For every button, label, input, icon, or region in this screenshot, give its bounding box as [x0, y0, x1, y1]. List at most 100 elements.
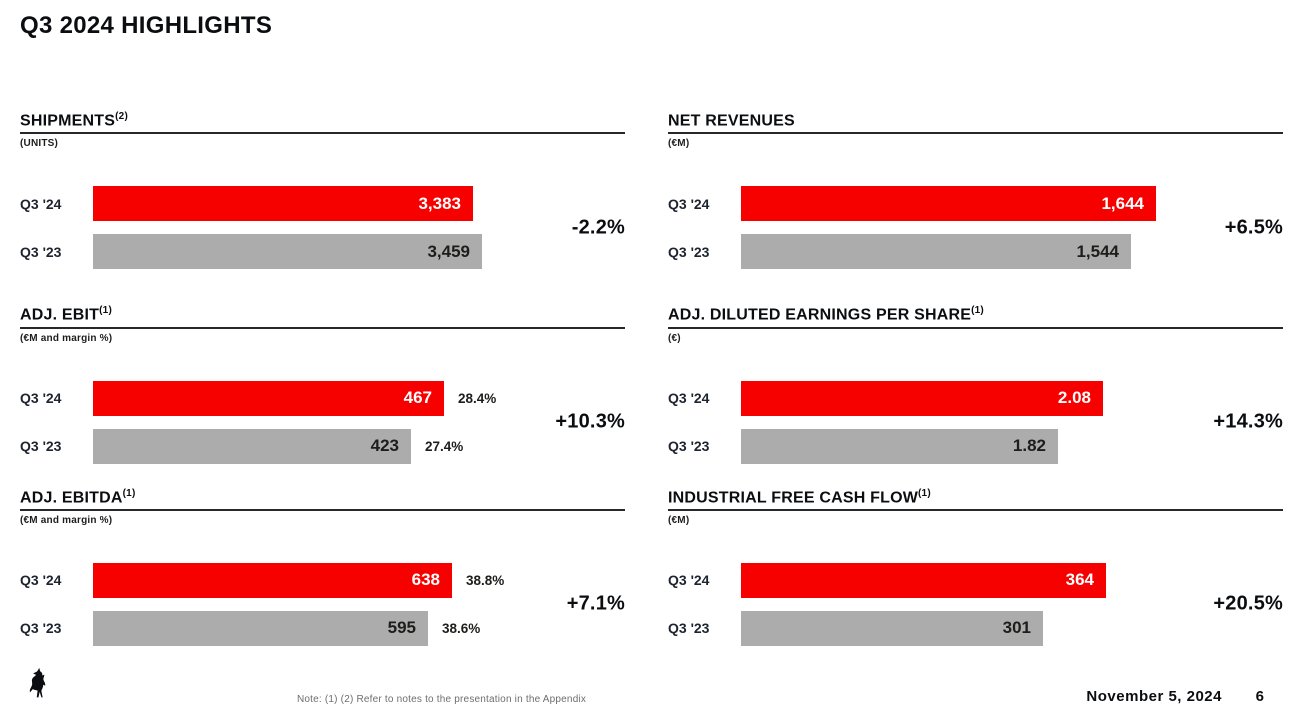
panel-row-1: SHIPMENTS(2) (UNITS) Q3 '24 3,383 Q3 '23…: [20, 108, 1283, 270]
panel-title-text: SHIPMENTS: [20, 112, 116, 130]
bar-current-year: 467: [93, 380, 444, 416]
bar-value-label: 1.82: [1012, 436, 1046, 456]
bar-chart: Q3 '24 3,383 Q3 '23 3,459 -2.2%: [20, 186, 625, 270]
footnote: Note: (1) (2) Refer to notes to the pres…: [297, 694, 587, 705]
bar-value-label: 1,644: [1101, 193, 1144, 213]
bar-margin-label: 38.8%: [466, 572, 505, 588]
bar-row-current: Q3 '24 467 28.4%: [20, 380, 625, 416]
panel-header-rule: ADJ. EBITDA(1): [20, 485, 625, 511]
panel-title: ADJ. EBIT(1): [20, 302, 625, 324]
bar-category-label: Q3 '24: [668, 572, 710, 589]
panel-header-rule: ADJ. EBIT(1): [20, 302, 625, 329]
panel-row-2: ADJ. EBIT(1) (€M and margin %) Q3 '24 46…: [20, 302, 1283, 464]
bar-value-label: 3,383: [418, 193, 461, 213]
bar-row-current: Q3 '24 638 38.8%: [20, 562, 625, 598]
panel-subtitle: (€M): [668, 514, 690, 526]
bar-category-label: Q3 '23: [20, 243, 62, 260]
bar-current-year: 364: [741, 562, 1106, 598]
panel-title-text: INDUSTRIAL FREE CASH FLOW: [668, 488, 919, 506]
panel-title: ADJ. DILUTED EARNINGS PER SHARE(1): [668, 302, 1283, 324]
panel-title: INDUSTRIAL FREE CASH FLOW(1): [668, 485, 1283, 507]
panel-subtitle: (€M): [668, 138, 690, 150]
panel-subtitle: (UNITS): [20, 138, 59, 150]
bar-category-label: Q3 '24: [20, 390, 62, 407]
yoy-delta-label: +10.3%: [555, 410, 625, 433]
bar-chart: Q3 '24 364 Q3 '23 301 +20.5%: [668, 562, 1283, 646]
bar-chart: Q3 '24 2.08 Q3 '23 1.82 +14.3%: [668, 380, 1283, 464]
panel-subtitle: (€M and margin %): [20, 514, 113, 526]
bar-value-label: 364: [1065, 570, 1094, 590]
panel-header-rule: ADJ. DILUTED EARNINGS PER SHARE(1): [668, 302, 1283, 329]
panel-title-superscript: (1): [918, 487, 931, 499]
panel-header-rule: INDUSTRIAL FREE CASH FLOW(1): [668, 485, 1283, 511]
bar-current-year: 638: [93, 562, 452, 598]
page-title: Q3 2024 HIGHLIGHTS: [20, 12, 273, 39]
bar-category-label: Q3 '23: [668, 243, 710, 260]
date-label: November 5, 2024: [1086, 688, 1222, 705]
kpi-panel: ADJ. DILUTED EARNINGS PER SHARE(1) (€) Q…: [668, 302, 1283, 464]
panel-title-text: ADJ. EBITDA: [20, 488, 123, 506]
bar-value-label: 467: [403, 388, 432, 408]
bar-category-label: Q3 '23: [20, 438, 62, 455]
yoy-delta-label: -2.2%: [571, 216, 625, 239]
bar-category-label: Q3 '24: [668, 195, 710, 212]
panel-row-3: ADJ. EBITDA(1) (€M and margin %) Q3 '24 …: [20, 485, 1283, 646]
bar-prior-year: 1.82: [741, 428, 1058, 464]
bar-category-label: Q3 '23: [20, 620, 62, 637]
bar-margin-label: 38.6%: [442, 620, 481, 636]
bar-prior-year: 595: [93, 610, 428, 646]
bar-margin-label: 28.4%: [458, 390, 497, 406]
panel-title-superscript: (1): [971, 305, 984, 317]
panel-title: SHIPMENTS(2): [20, 108, 625, 130]
bar-value-label: 423: [370, 436, 399, 456]
panel-title-superscript: (1): [99, 305, 112, 317]
kpi-panel: NET REVENUES (€M) Q3 '24 1,644 Q3 '23 1,…: [668, 108, 1283, 270]
bar-category-label: Q3 '24: [668, 390, 710, 407]
bar-row-prior: Q3 '23 301: [668, 610, 1283, 646]
bar-prior-year: 423: [93, 428, 411, 464]
bar-row-current: Q3 '24 364: [668, 562, 1283, 598]
bar-row-current: Q3 '24 1,644: [668, 186, 1283, 222]
bar-category-label: Q3 '24: [20, 572, 62, 589]
page-number: 6: [1255, 688, 1264, 705]
bar-row-prior: Q3 '23 595 38.6%: [20, 610, 625, 646]
bar-value-label: 1,544: [1076, 241, 1119, 261]
yoy-delta-label: +6.5%: [1224, 216, 1283, 239]
bar-category-label: Q3 '24: [20, 195, 62, 212]
bar-row-current: Q3 '24 2.08: [668, 380, 1283, 416]
bar-prior-year: 1,544: [741, 234, 1131, 270]
panel-subtitle: (€M and margin %): [20, 332, 113, 344]
bar-row-current: Q3 '24 3,383: [20, 186, 625, 222]
bar-row-prior: Q3 '23 1,544: [668, 234, 1283, 270]
yoy-delta-label: +14.3%: [1213, 410, 1283, 433]
bar-value-label: 595: [387, 618, 416, 638]
bar-prior-year: 301: [741, 610, 1043, 646]
bar-row-prior: Q3 '23 1.82: [668, 428, 1283, 464]
bar-current-year: 3,383: [93, 186, 473, 222]
kpi-panel: ADJ. EBITDA(1) (€M and margin %) Q3 '24 …: [20, 485, 625, 646]
panel-title-text: NET REVENUES: [668, 112, 795, 130]
bar-value-label: 638: [411, 570, 440, 590]
panel-title-superscript: (2): [115, 111, 128, 122]
bar-category-label: Q3 '23: [668, 438, 710, 455]
ferrari-prancing-horse-icon: [27, 667, 49, 705]
panels-grid: SHIPMENTS(2) (UNITS) Q3 '24 3,383 Q3 '23…: [20, 108, 1283, 646]
panel-header-rule: SHIPMENTS(2): [20, 108, 625, 135]
panel-title-text: ADJ. EBIT: [20, 306, 100, 324]
bar-chart: Q3 '24 1,644 Q3 '23 1,544 +6.5%: [668, 186, 1283, 270]
kpi-panel: INDUSTRIAL FREE CASH FLOW(1) (€M) Q3 '24…: [668, 485, 1283, 646]
bar-chart: Q3 '24 467 28.4% Q3 '23 423 27.4% +10.3%: [20, 380, 625, 464]
bar-category-label: Q3 '23: [668, 620, 710, 637]
bar-row-prior: Q3 '23 423 27.4%: [20, 428, 625, 464]
bar-prior-year: 3,459: [93, 234, 482, 270]
bar-row-prior: Q3 '23 3,459: [20, 234, 625, 270]
panel-title: ADJ. EBITDA(1): [20, 485, 625, 507]
bar-value-label: 3,459: [427, 241, 470, 261]
kpi-panel: SHIPMENTS(2) (UNITS) Q3 '24 3,383 Q3 '23…: [20, 108, 625, 270]
bar-chart: Q3 '24 638 38.8% Q3 '23 595 38.6% +7.1%: [20, 562, 625, 646]
yoy-delta-label: +20.5%: [1213, 592, 1283, 615]
panel-title-superscript: (1): [122, 487, 136, 499]
kpi-panel: ADJ. EBIT(1) (€M and margin %) Q3 '24 46…: [20, 302, 625, 464]
bar-current-year: 1,644: [741, 186, 1156, 222]
panel-title-text: ADJ. DILUTED EARNINGS PER SHARE: [668, 306, 972, 324]
